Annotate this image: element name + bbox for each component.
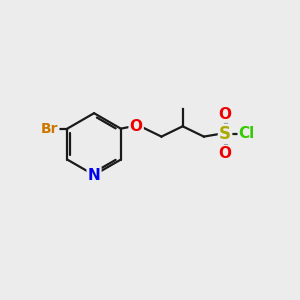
Text: O: O — [219, 107, 232, 122]
Text: S: S — [219, 125, 231, 143]
Text: Br: Br — [41, 122, 58, 136]
Text: Cl: Cl — [239, 126, 255, 141]
Text: O: O — [219, 146, 232, 160]
Text: N: N — [88, 167, 100, 182]
Text: O: O — [130, 119, 142, 134]
